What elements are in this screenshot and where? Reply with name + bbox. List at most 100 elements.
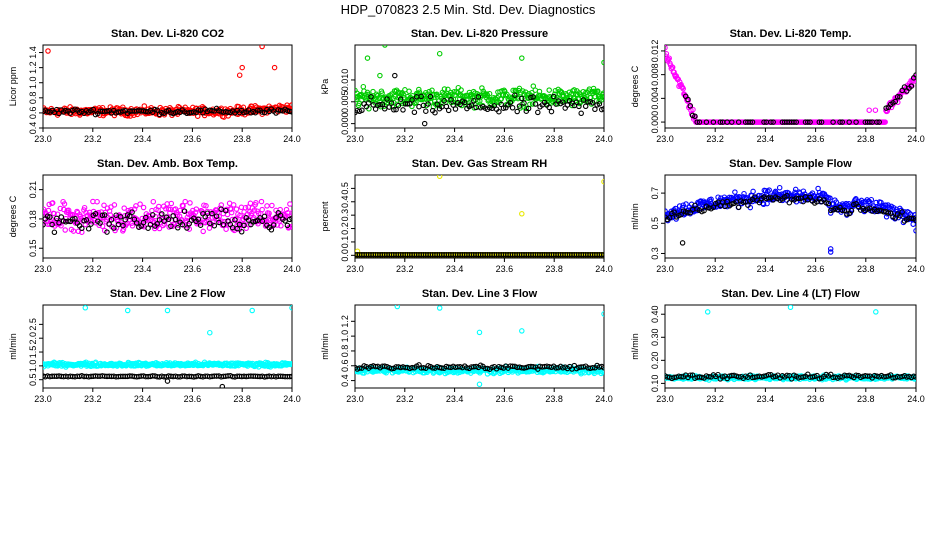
data-point: [289, 210, 292, 216]
data-point: [892, 215, 899, 221]
data-point: [520, 88, 526, 94]
data-point: [47, 214, 53, 220]
data-point: [62, 227, 68, 233]
data-point: [592, 106, 598, 113]
x-tick-label: 23.0: [346, 134, 364, 144]
x-tick-label: 23.4: [757, 264, 775, 274]
data-point: [512, 92, 518, 98]
data-point: [261, 213, 268, 220]
data-point: [259, 206, 265, 213]
data-point: [514, 108, 520, 115]
data-point: [379, 101, 386, 108]
data-point: [175, 225, 181, 231]
x-tick-label: 23.2: [84, 264, 102, 274]
data-point: [498, 101, 504, 108]
data-point: [203, 203, 209, 209]
data-point: [377, 101, 383, 108]
chart-title: Stan. Dev. Line 2 Flow: [110, 288, 226, 300]
data-point: [867, 199, 873, 206]
x-tick-label: 23.6: [807, 134, 825, 144]
x-tick-label: 23.4: [134, 134, 152, 144]
data-point: [580, 97, 587, 103]
data-point: [671, 209, 677, 215]
y-tick-label: 0.8: [28, 92, 38, 105]
data-point: [601, 311, 604, 317]
data-point: [601, 94, 604, 101]
data-point: [764, 200, 770, 207]
y-tick-label: 0.000: [340, 112, 350, 135]
data-point: [230, 202, 237, 208]
y-axis-label: Licor ppm: [8, 67, 18, 107]
data-point: [848, 207, 855, 214]
data-point: [906, 209, 912, 216]
data-point: [791, 119, 797, 125]
data-point: [519, 55, 525, 61]
y-tick-label: 0.7: [650, 187, 660, 200]
data-point: [387, 92, 394, 98]
data-point: [735, 119, 742, 125]
data-point: [818, 119, 825, 125]
data-point: [51, 229, 58, 236]
data-point: [156, 225, 163, 232]
data-point: [259, 45, 265, 50]
data-point: [104, 229, 110, 235]
x-tick-label: 23.0: [34, 394, 52, 404]
data-point: [271, 64, 278, 71]
data-point: [601, 59, 604, 66]
y-tick-label: 1.0: [28, 76, 38, 89]
plot-frame: [354, 44, 605, 129]
y-tick-label: 0.3: [650, 247, 660, 260]
data-point: [866, 107, 872, 113]
y-tick-label: 0.5: [650, 217, 660, 230]
data-point: [393, 106, 399, 113]
data-point: [805, 119, 811, 125]
data-point: [117, 214, 124, 220]
data-point: [768, 119, 774, 125]
y-tick-label: 0.30: [650, 329, 660, 347]
data-point: [219, 383, 226, 388]
x-tick-label: 23.6: [807, 394, 825, 404]
data-point: [450, 102, 456, 108]
data-point: [172, 216, 179, 223]
data-point: [816, 189, 823, 196]
data-point: [699, 374, 705, 381]
data-point: [564, 102, 571, 108]
data-point: [268, 227, 275, 233]
data-point: [233, 206, 240, 212]
data-point: [104, 108, 110, 114]
data-point: [867, 119, 873, 125]
y-axis-label: ml/min: [8, 333, 18, 360]
chart-title: Stan. Dev. Amb. Box Temp.: [97, 158, 238, 170]
y-tick-label: 0.1: [340, 236, 350, 249]
data-points: [355, 305, 604, 388]
data-point: [92, 217, 98, 224]
data-point: [368, 94, 374, 100]
data-point: [486, 90, 493, 97]
chart-title: Stan. Dev. Sample Flow: [729, 158, 852, 170]
data-point: [111, 225, 117, 231]
data-point: [407, 101, 413, 107]
data-point: [582, 103, 589, 110]
chart-title: Stan. Dev. Li-820 CO2: [111, 28, 224, 40]
data-point: [715, 371, 721, 378]
data-point: [749, 119, 756, 125]
data-point: [82, 305, 89, 311]
chart-panel-8: Stan. Dev. Line 3 Flow 23.0 23.2 23.4 23.6 23…: [320, 288, 613, 404]
data-point: [220, 221, 227, 228]
data-point: [897, 212, 903, 219]
chart-title: Stan. Dev. Li-820 Pressure: [411, 28, 548, 40]
data-point: [164, 307, 171, 314]
data-point: [140, 219, 147, 226]
data-point: [81, 204, 88, 211]
data-point: [106, 221, 112, 227]
data-point: [400, 107, 406, 113]
data-point: [892, 98, 899, 105]
data-point: [747, 119, 753, 125]
data-point: [439, 365, 445, 371]
plot-frame: [664, 174, 917, 259]
data-point: [521, 100, 527, 106]
data-point: [381, 363, 388, 369]
y-tick-label: 0.000: [650, 111, 660, 134]
x-tick-label: 23.6: [496, 264, 514, 274]
data-point: [207, 220, 213, 227]
